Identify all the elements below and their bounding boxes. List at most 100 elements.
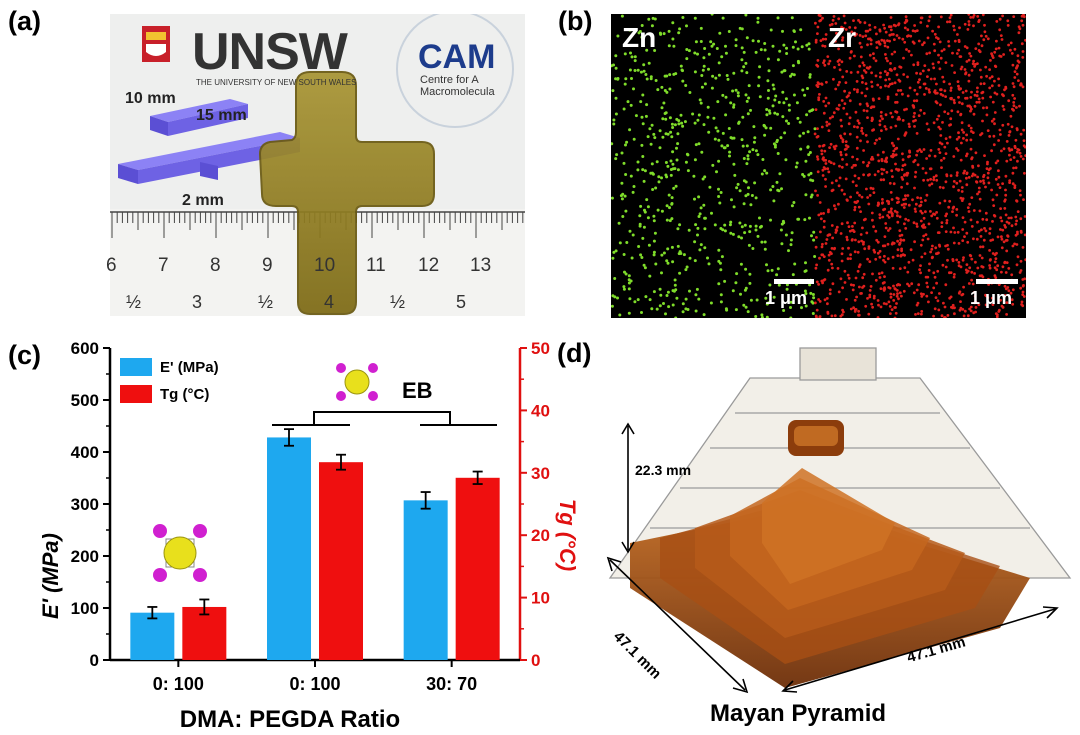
zr-dot: [848, 229, 852, 233]
zn-dot: [790, 231, 794, 235]
zr-dot: [952, 185, 955, 189]
zr-dot: [847, 276, 851, 280]
x-tick-label: 0: 100: [153, 674, 204, 694]
zr-dot: [1015, 243, 1019, 246]
zr-dot: [847, 122, 851, 126]
zn-dot: [771, 104, 775, 108]
zr-dot: [937, 125, 941, 129]
zr-dot: [883, 286, 886, 290]
zr-dot: [940, 159, 943, 162]
zn-dot: [782, 101, 786, 105]
zr-dot: [955, 213, 958, 217]
zn-dot: [669, 130, 673, 134]
zr-dot: [846, 145, 850, 149]
zr-dot: [861, 286, 864, 289]
zn-dot: [805, 43, 809, 47]
zn-dot: [697, 142, 701, 146]
zr-dot: [846, 273, 850, 277]
zn-dot: [748, 150, 752, 154]
zr-dot: [848, 26, 852, 29]
bar: [130, 612, 175, 660]
zn-dot: [703, 175, 707, 179]
zn-dot: [656, 208, 660, 212]
zr-dot: [913, 125, 916, 128]
zn-dot: [636, 298, 640, 302]
zr-dot: [975, 94, 979, 98]
zr-dot: [969, 126, 973, 130]
zr-dot: [875, 238, 879, 242]
zn-dot: [752, 125, 756, 129]
zr-dot: [980, 256, 984, 260]
zr-dot: [882, 302, 886, 305]
zr-dot: [896, 239, 899, 243]
zr-dot: [956, 230, 960, 234]
zn-dot: [799, 28, 803, 32]
zn-dot: [733, 173, 737, 177]
zn-dot: [616, 296, 619, 300]
zr-dot: [892, 33, 895, 36]
zn-dot: [757, 75, 761, 79]
zr-dot: [906, 282, 909, 286]
zr-dot: [997, 169, 1000, 173]
zr-dot: [1014, 233, 1018, 237]
zr-dot: [883, 254, 886, 258]
zn-dot: [734, 88, 738, 92]
zn-dot: [787, 103, 791, 107]
zr-dot: [919, 292, 923, 296]
zr-dot: [882, 23, 885, 27]
zr-dot: [903, 40, 907, 44]
zr-dot: [991, 238, 995, 242]
y-tick-label-left: 400: [71, 443, 99, 462]
zn-dot: [673, 167, 677, 171]
zr-dot: [984, 294, 988, 298]
zn-dot: [730, 136, 734, 140]
zn-dot: [693, 259, 697, 263]
zr-dot: [976, 86, 979, 90]
zn-dot: [719, 300, 723, 304]
zr-dot: [969, 309, 973, 313]
panel-b-label: (b): [558, 6, 593, 36]
zr-dot: [849, 253, 852, 257]
zr-dot: [979, 75, 983, 79]
unsw-crest-icon: [142, 26, 170, 62]
zr-dot: [959, 158, 963, 162]
zn-dot: [665, 259, 669, 263]
zn-dot: [734, 281, 738, 285]
zr-dot: [1017, 148, 1021, 152]
zr-dot: [972, 14, 976, 17]
zn-dot: [732, 105, 736, 109]
ruler-inch-label: 3: [192, 292, 203, 312]
zr-dot: [887, 300, 891, 304]
zr-dot: [913, 175, 917, 179]
zr-dot: [848, 116, 852, 120]
zn-dot: [620, 197, 624, 201]
zn-dot: [780, 70, 784, 74]
zr-dot: [963, 235, 966, 239]
zr-dot: [978, 209, 982, 213]
zr-dot: [823, 63, 827, 67]
zr-dot: [942, 80, 946, 84]
zr-dot: [1009, 41, 1013, 45]
zr-dot: [878, 29, 882, 33]
zr-dot: [963, 22, 967, 26]
zn-dot: [727, 127, 731, 130]
zr-dot: [898, 267, 902, 270]
zr-dot: [913, 186, 916, 190]
zn-dot: [775, 273, 779, 277]
zr-dot: [821, 37, 825, 41]
zr-dot: [831, 115, 834, 119]
zn-dot: [710, 211, 713, 215]
zn-dot: [811, 108, 815, 112]
zn-dot: [740, 69, 744, 73]
zr-dot: [937, 148, 941, 151]
zr-dot: [995, 39, 998, 43]
zr-dot: [905, 182, 909, 186]
zr-dot: [988, 258, 992, 262]
zr-dot: [889, 68, 893, 72]
zn-dot: [666, 132, 670, 136]
zr-dot: [907, 49, 911, 53]
zn-dot: [652, 219, 656, 223]
zr-dot: [890, 214, 894, 218]
zr-dot: [913, 111, 916, 115]
zr-dot: [1009, 48, 1012, 52]
